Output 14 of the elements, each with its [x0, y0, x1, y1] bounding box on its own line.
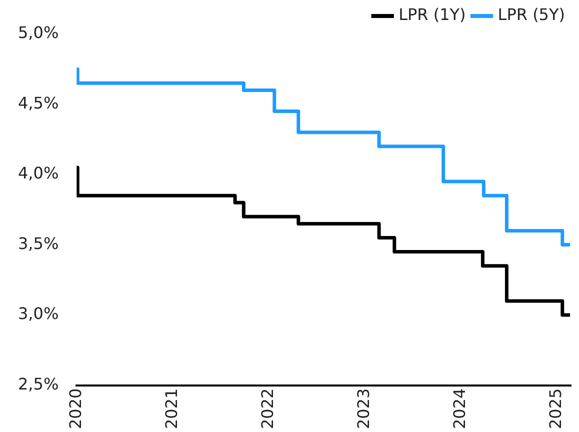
y-tick-label: 4,5% [18, 93, 59, 112]
legend-label: LPR (5Y) [498, 5, 565, 24]
y-tick-label: 3,5% [18, 234, 59, 253]
x-tick-label: 2022 [258, 388, 277, 429]
y-tick-label: 2,5% [18, 374, 59, 394]
x-tick-label: 2024 [450, 388, 469, 429]
x-tick-label: 2023 [354, 388, 373, 429]
y-tick-label: 5,0% [18, 23, 59, 42]
y-tick-label: 3,0% [18, 304, 59, 324]
y-tick-label: 4,0% [18, 164, 59, 183]
x-tick-label: 2025 [546, 388, 565, 429]
legend-label: LPR (1Y) [398, 5, 466, 24]
x-tick-label: 2020 [66, 388, 85, 429]
x-tick-label: 2021 [162, 388, 181, 429]
